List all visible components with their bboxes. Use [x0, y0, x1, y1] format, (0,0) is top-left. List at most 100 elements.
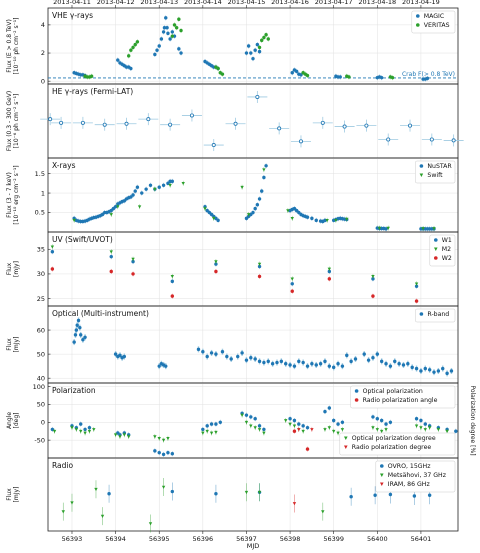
panel-title: UV (Swift/UVOT) [52, 235, 113, 244]
right-y-axis-label: Polarization degree [%] [469, 385, 476, 455]
panel-polarization: -50 0 50 100 Angle [deg] Polarization degree [… [6, 382, 476, 459]
data-point [137, 205, 142, 209]
data-point [164, 364, 168, 368]
data-point [87, 425, 92, 430]
data-point [131, 257, 135, 262]
data-point [299, 73, 303, 77]
data-point [161, 183, 166, 187]
data-point [170, 489, 175, 494]
data-point [148, 183, 153, 187]
data-point [240, 185, 244, 190]
data-point [211, 143, 216, 148]
y-axis-label: Flux (0.3 - 300 GeV) [6, 91, 13, 151]
data-point [414, 366, 419, 371]
data-point [168, 183, 172, 188]
y-tick-label: 100 [33, 383, 45, 391]
data-point [124, 121, 129, 126]
panel-frame [47, 457, 459, 532]
y-axis-label: [10⁻¹⁰ erg cm⁻² s⁻¹] [13, 165, 20, 224]
data-point [301, 424, 305, 428]
y-tick-label: 0 [41, 77, 45, 85]
legend-label: OVRO, 15GHz [388, 463, 431, 470]
data-point [205, 429, 209, 434]
data-point [50, 250, 55, 254]
legend-label: Radio polarization degree [352, 444, 432, 451]
data-point [325, 218, 329, 223]
data-point [257, 428, 262, 432]
data-point [229, 357, 233, 361]
data-point [214, 260, 218, 264]
data-point [427, 493, 432, 497]
data-point [196, 347, 201, 352]
data-point [373, 493, 377, 497]
data-point [109, 250, 113, 254]
data-point [72, 218, 76, 223]
data-point [292, 429, 297, 433]
data-point [421, 227, 425, 231]
data-point [153, 52, 157, 57]
data-point [262, 175, 266, 180]
data-point [288, 422, 292, 426]
legend: Optical polarization Radio polarization a… [350, 385, 456, 409]
data-point [412, 494, 417, 498]
data-point [205, 424, 209, 428]
legend-label: NuSTAR [427, 163, 452, 170]
data-point [318, 362, 323, 366]
data-point [323, 409, 327, 414]
data-point [157, 364, 161, 368]
data-point [111, 206, 116, 211]
top-date-label: 2013-04-15 [228, 0, 266, 6]
data-point [220, 350, 225, 354]
series-swift [72, 167, 436, 231]
data-point [118, 353, 122, 358]
data-point [52, 429, 57, 434]
legend-marker [419, 312, 424, 316]
data-point [73, 333, 78, 337]
legend-marker [419, 173, 424, 177]
x-axis-label: MJD [247, 542, 260, 550]
data-point [251, 56, 255, 61]
data-point [205, 354, 209, 359]
series-r-band [72, 317, 454, 377]
data-point [371, 426, 375, 430]
x-tick-label: 56395 [149, 535, 170, 543]
series-w2 [50, 266, 419, 304]
data-point [165, 26, 169, 30]
data-point [255, 42, 260, 47]
legend: Optical polarization degree Radio polariz… [339, 432, 456, 456]
data-point [220, 72, 225, 76]
data-point [371, 275, 375, 279]
legend-marker [416, 14, 420, 18]
data-point [225, 354, 229, 359]
data-point [305, 215, 310, 219]
data-point [146, 117, 151, 122]
legend-label: MAGIC [424, 13, 444, 20]
data-point [327, 426, 332, 430]
data-point [414, 417, 419, 421]
data-point [253, 426, 257, 430]
data-point [201, 427, 205, 432]
data-point [423, 428, 427, 432]
data-point [264, 164, 268, 168]
data-point [292, 364, 297, 368]
data-point [162, 26, 167, 30]
data-point [214, 492, 218, 496]
data-point [327, 406, 332, 410]
data-point [284, 419, 288, 423]
data-point [347, 75, 351, 79]
data-point [166, 450, 170, 455]
x-tick-label: 56398 [280, 535, 301, 543]
data-point [253, 357, 257, 361]
x-tick-label: 56394 [105, 535, 126, 543]
data-point [310, 428, 314, 432]
data-point [375, 428, 380, 432]
data-point [135, 40, 140, 44]
y-tick-label: 0 [41, 418, 45, 426]
data-point [290, 289, 294, 293]
data-point [159, 37, 164, 41]
data-point [340, 364, 345, 368]
legend-label: VERITAS [424, 22, 450, 29]
data-point [384, 227, 388, 231]
data-point [427, 426, 432, 430]
data-point [244, 358, 249, 362]
